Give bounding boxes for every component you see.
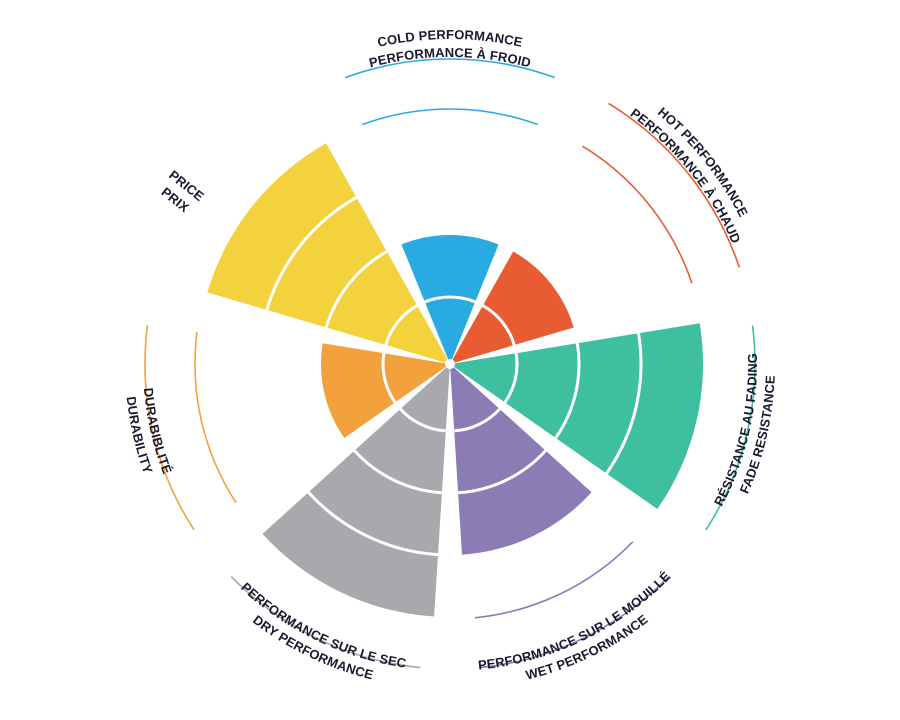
svg-text:PERFORMANCE À FROID: PERFORMANCE À FROID — [367, 45, 532, 70]
svg-text:HOT PERFORMANCE: HOT PERFORMANCE — [655, 104, 751, 219]
